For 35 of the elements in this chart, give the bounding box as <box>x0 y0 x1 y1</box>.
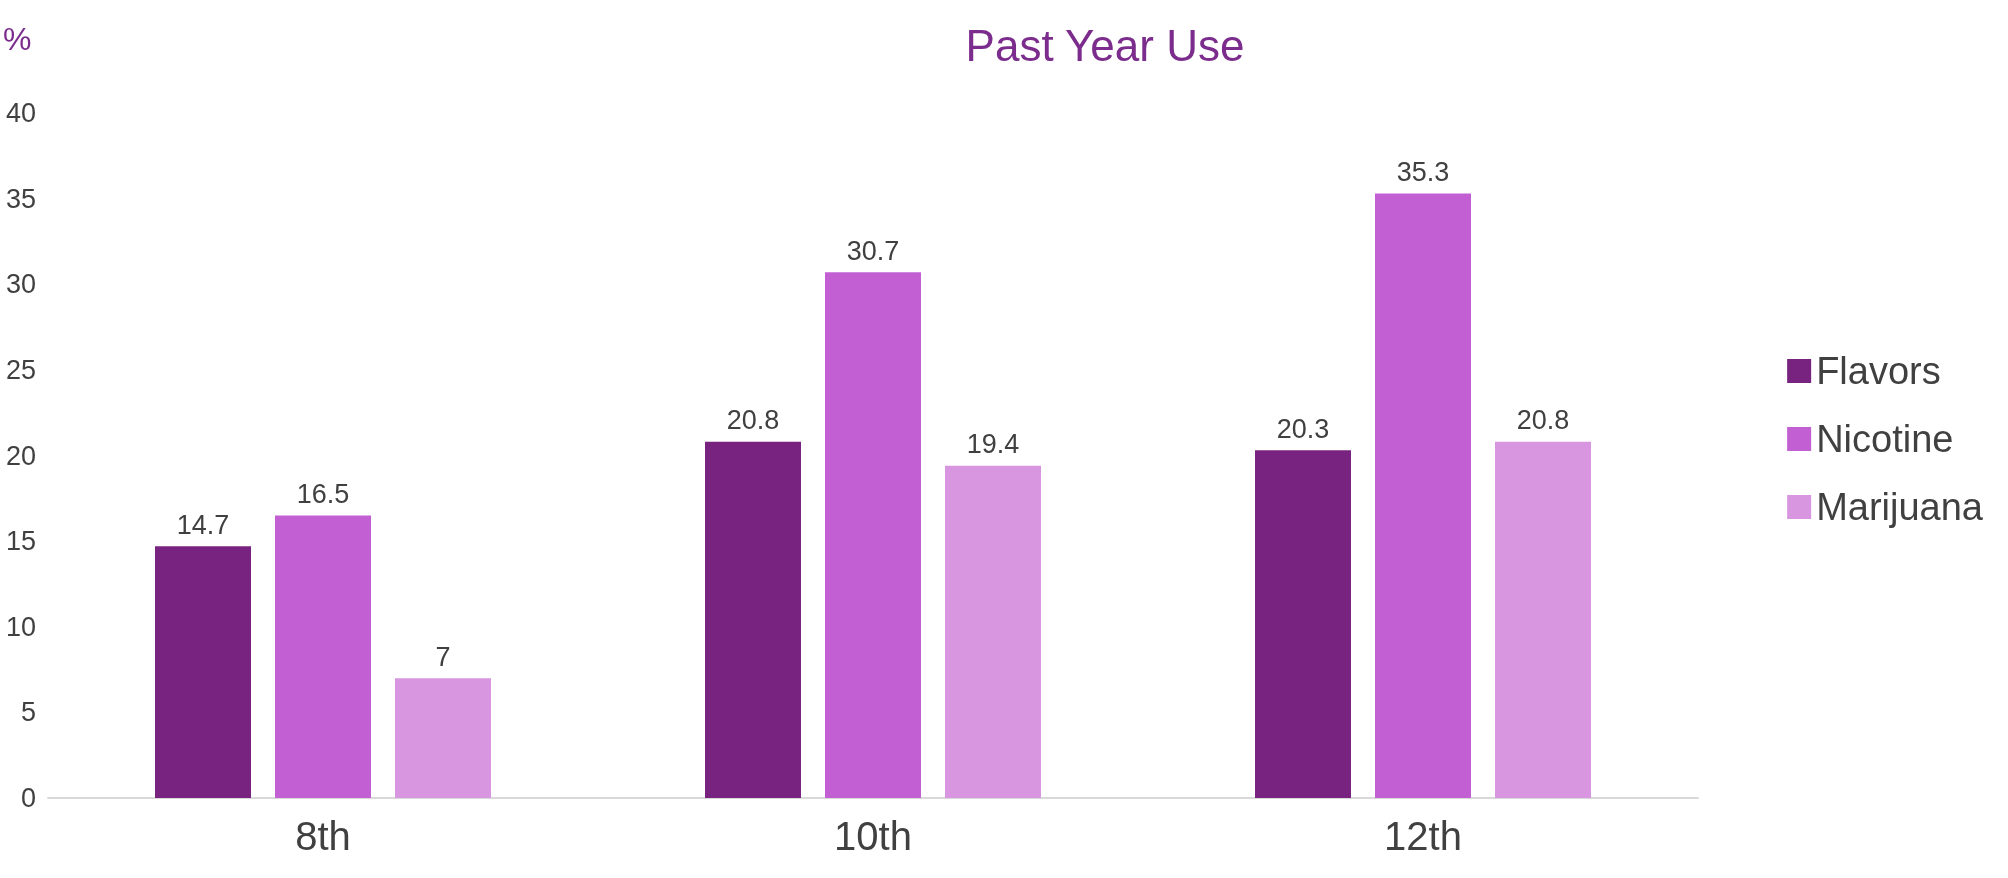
y-tick-label: 5 <box>20 697 36 728</box>
x-tick-label: 8th <box>295 814 351 858</box>
chart-title: Past Year Use <box>965 20 1245 70</box>
data-label: 14.7 <box>176 509 230 540</box>
bar <box>395 678 491 798</box>
bar <box>155 546 251 798</box>
y-tick-label: 40 <box>5 98 36 128</box>
bar <box>1375 193 1471 798</box>
y-tick-label: 0 <box>20 783 36 813</box>
data-label: 19.4 <box>966 429 1020 460</box>
bar <box>945 465 1041 798</box>
bar <box>705 441 801 798</box>
y-tick-label: 30 <box>5 269 36 300</box>
bar <box>1495 441 1591 798</box>
data-label: 35.3 <box>1396 156 1450 187</box>
y-tick-label: 35 <box>5 183 36 214</box>
legend-label: Nicotine <box>1816 418 1954 460</box>
data-label: 16.5 <box>296 478 350 509</box>
x-tick-label: 10th <box>834 814 912 858</box>
data-label: 7 <box>435 641 451 672</box>
y-tick-label: 20 <box>5 440 36 471</box>
bar <box>275 515 371 798</box>
y-tick-label: 25 <box>5 354 36 385</box>
y-tick-label: 10 <box>5 611 36 642</box>
legend-label: Flavors <box>1816 350 1941 392</box>
y-tick-label: 15 <box>5 526 36 557</box>
bar <box>1255 450 1351 798</box>
data-label: 20.8 <box>1516 405 1570 436</box>
y-axis-title: % <box>3 21 32 57</box>
data-label: 20.3 <box>1276 413 1330 444</box>
legend-label: Marijuana <box>1816 486 1984 528</box>
data-label: 20.8 <box>726 405 780 436</box>
data-label: 30.7 <box>846 235 900 266</box>
bar <box>825 272 921 798</box>
x-tick-label: 12th <box>1384 814 1462 858</box>
